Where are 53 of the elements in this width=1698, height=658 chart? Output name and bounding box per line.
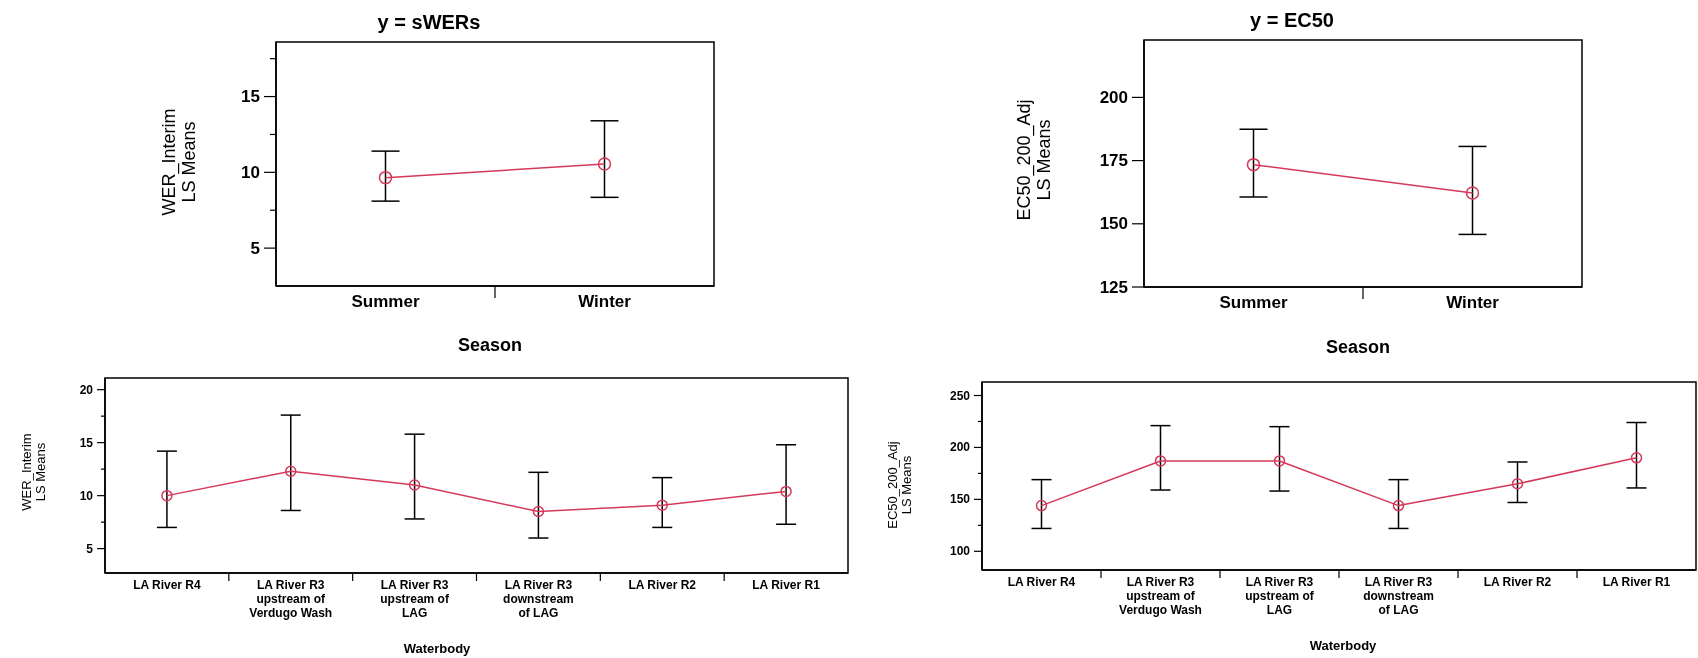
x-tick-label: LA River R3 upstream of LAG <box>1245 575 1315 617</box>
x-axis-title: Season <box>457 334 523 356</box>
point <box>161 489 173 502</box>
x-tick-label: LA River R2 <box>1483 575 1552 589</box>
y-tick-label: 250 <box>949 388 971 403</box>
x-axis-title: Waterbody <box>403 640 471 656</box>
point <box>656 499 668 511</box>
chart-title: y = sWERs <box>377 10 481 34</box>
point <box>1630 452 1643 464</box>
point <box>1511 478 1524 490</box>
y-tick-label: 15 <box>241 87 260 107</box>
x-tick-label: LA River R3 upstream of LAG <box>380 578 450 620</box>
y-tick-label: 100 <box>949 544 971 559</box>
point <box>1035 499 1048 512</box>
y-axis-title: EC50_200_Adj LS Means <box>1014 99 1055 221</box>
y-tick-label: 150 <box>949 492 971 507</box>
y-tick-label: 200 <box>949 440 971 455</box>
y-axis-title: EC50_200_Adj LS Means <box>884 441 915 529</box>
point <box>408 479 421 491</box>
point <box>1273 455 1286 467</box>
x-tick-label: LA River R3 upstream of Verdugo Wash <box>249 578 333 620</box>
y-tick-label: 150 <box>1099 214 1128 234</box>
x-tick-label: Winter <box>1446 293 1500 312</box>
x-tick-label: LA River R3 downstream of LAG <box>503 578 574 620</box>
y-axis-title: WER_Interim LS Means <box>18 433 49 511</box>
y-tick-label: 15 <box>79 435 94 450</box>
x-tick-label: LA River R4 <box>1007 575 1076 589</box>
y-tick-label: 10 <box>79 488 94 503</box>
point <box>285 465 297 478</box>
x-tick-label: Summer <box>1219 293 1288 312</box>
y-tick-label: 20 <box>79 382 94 397</box>
y-tick-label: 175 <box>1099 151 1128 171</box>
chart-title: y = EC50 <box>1250 8 1334 32</box>
x-tick-label: LA River R4 <box>133 578 202 592</box>
y-tick-label: 125 <box>1099 277 1128 297</box>
point <box>532 505 545 518</box>
x-tick-label: Winter <box>578 292 632 311</box>
x-tick-label: LA River R1 <box>752 578 821 592</box>
point <box>780 485 792 498</box>
y-tick-label: 5 <box>250 238 260 258</box>
x-tick-label: LA River R3 downstream of LAG <box>1363 575 1434 617</box>
x-tick-label: LA River R1 <box>1602 575 1671 589</box>
x-tick-label: Summer <box>351 292 420 311</box>
y-tick-label: 10 <box>241 162 260 182</box>
y-tick-label: 200 <box>1099 87 1128 107</box>
x-tick-label: LA River R3 upstream of Verdugo Wash <box>1119 575 1202 617</box>
x-axis-title: Season <box>1325 336 1391 358</box>
x-axis-title: Waterbody <box>1309 637 1377 653</box>
y-tick-label: 5 <box>86 541 94 556</box>
x-tick-label: LA River R2 <box>628 578 697 592</box>
point <box>1392 499 1405 512</box>
y-axis-title: WER_Interim LS Means <box>159 108 200 216</box>
point <box>1154 455 1167 467</box>
